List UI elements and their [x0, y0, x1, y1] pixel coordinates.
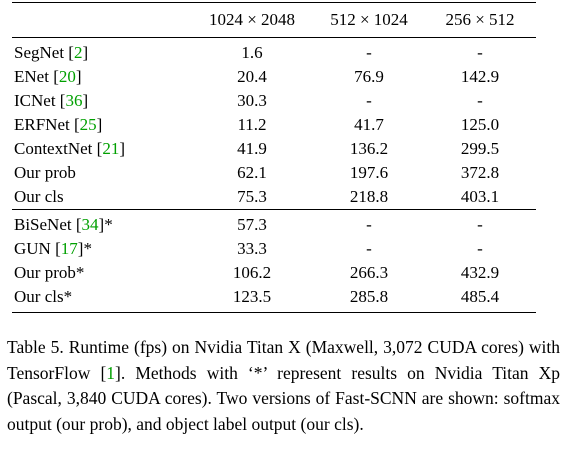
- fps-value-cell: -: [477, 239, 483, 258]
- fps-value-cell: 41.7: [354, 115, 384, 134]
- fps-value-cell: -: [477, 215, 483, 234]
- column-header: 1024 × 2048: [190, 2, 314, 38]
- method-cell: Our prob*: [12, 261, 190, 285]
- runtime-table: 1024 × 2048 512 × 1024 256 × 512 SegNet …: [12, 2, 536, 313]
- caption-text: . Methods with ‘*’ represent results on …: [7, 362, 560, 434]
- table-caption: Table 5. Runtime (fps) on Nvidia Titan X…: [7, 337, 560, 434]
- fps-value-cell: 106.2: [232, 263, 272, 282]
- fps-value-cell: 136.2: [349, 139, 389, 158]
- citation-link[interactable]: 1: [106, 362, 116, 383]
- fps-value-cell: 76.9: [354, 67, 384, 86]
- table-row: Our prob* 106.2 266.3 432.9: [12, 261, 536, 285]
- citation-link[interactable]: 21: [102, 139, 120, 158]
- method-cell: GUN [17]*: [14, 239, 92, 258]
- method-name: GUN: [14, 239, 51, 258]
- caption-text: Table 5. Runtime (fps) on Nvidia Titan X…: [7, 337, 560, 383]
- table-row: Our cls* 123.5 285.8 485.4: [12, 285, 536, 313]
- fps-value-cell: 266.3: [349, 263, 389, 282]
- method-name: ICNet: [14, 91, 56, 110]
- method-cell: SegNet [2]: [14, 43, 89, 62]
- fps-value-cell: 432.9: [460, 263, 500, 282]
- fps-value-cell: 1.6: [241, 43, 263, 62]
- method-cell: Our cls: [12, 185, 190, 210]
- table-row: GUN [17]* 33.3 - -: [12, 237, 536, 261]
- fps-value-cell: 41.9: [237, 139, 267, 158]
- method-name: Our cls*: [14, 287, 73, 306]
- method-name: Our prob*: [14, 263, 85, 282]
- citation-link[interactable]: 20: [58, 67, 76, 86]
- runtime-table-container: 1024 × 2048 512 × 1024 256 × 512 SegNet …: [12, 2, 536, 313]
- fps-value-cell: -: [477, 91, 483, 110]
- method-name: Our cls: [14, 187, 64, 206]
- method-name: SegNet: [14, 43, 65, 62]
- fps-value-cell: -: [366, 43, 372, 62]
- fps-value-cell: 142.9: [460, 67, 500, 86]
- table-body: SegNet [2] 1.6 - - ENet [20] 20.4 76.9 142.9 ICN…: [12, 38, 536, 313]
- fps-value-cell: 403.1: [424, 185, 536, 210]
- column-header: 512 × 1024: [314, 2, 424, 38]
- fps-value-cell: 123.5: [190, 285, 314, 313]
- method-suffix: *: [104, 215, 113, 234]
- fps-value-cell: 485.4: [424, 285, 536, 313]
- method-name: Our prob: [14, 163, 76, 182]
- column-header: 256 × 512: [424, 2, 536, 38]
- fps-value-cell: 125.0: [460, 115, 500, 134]
- table-row: ContextNet [21] 41.9 136.2 299.5: [12, 137, 536, 161]
- column-header: [12, 2, 190, 38]
- citation-link[interactable]: 25: [79, 115, 97, 134]
- citation-link[interactable]: 36: [65, 91, 83, 110]
- fps-value-cell: 218.8: [314, 185, 424, 210]
- fps-value-cell: 30.3: [237, 91, 267, 110]
- method-name: ENet: [14, 67, 49, 86]
- fps-value-cell: 57.3: [237, 215, 267, 234]
- fps-value-cell: -: [366, 91, 372, 110]
- method-cell: BiSeNet [34]*: [14, 215, 113, 234]
- fps-value-cell: -: [366, 239, 372, 258]
- method-cell: ERFNet [25]: [14, 115, 103, 134]
- fps-value-cell: 372.8: [460, 163, 500, 182]
- table-header-row: 1024 × 2048 512 × 1024 256 × 512: [12, 2, 536, 38]
- table-row: BiSeNet [34]* 57.3 - -: [12, 210, 536, 238]
- method-name: ContextNet: [14, 139, 93, 158]
- fps-value-cell: -: [366, 215, 372, 234]
- table-row: ERFNet [25] 11.2 41.7 125.0: [12, 113, 536, 137]
- method-cell: Our prob: [12, 161, 190, 185]
- method-name: ERFNet: [14, 115, 70, 134]
- citation-link[interactable]: 2: [73, 43, 83, 62]
- method-name: BiSeNet: [14, 215, 72, 234]
- fps-value-cell: 197.6: [349, 163, 389, 182]
- citation-link[interactable]: 17: [60, 239, 78, 258]
- fps-value-cell: -: [477, 43, 483, 62]
- table-row: SegNet [2] 1.6 - -: [12, 38, 536, 66]
- method-cell: ICNet [36]: [14, 91, 89, 110]
- fps-value-cell: 20.4: [237, 67, 267, 86]
- citation-link[interactable]: 34: [81, 215, 99, 234]
- method-cell: Our cls*: [12, 285, 190, 313]
- method-cell: ENet [20]: [14, 67, 82, 86]
- table-row: Our cls 75.3 218.8 403.1: [12, 185, 536, 210]
- table-row: ENet [20] 20.4 76.9 142.9: [12, 65, 536, 89]
- method-suffix: *: [83, 239, 92, 258]
- fps-value-cell: 11.2: [237, 115, 267, 134]
- table-row: Our prob 62.1 197.6 372.8: [12, 161, 536, 185]
- table-row: ICNet [36] 30.3 - -: [12, 89, 536, 113]
- fps-value-cell: 285.8: [314, 285, 424, 313]
- method-cell: ContextNet [21]: [14, 139, 125, 158]
- fps-value-cell: 75.3: [190, 185, 314, 210]
- fps-value-cell: 299.5: [460, 139, 500, 158]
- fps-value-cell: 33.3: [237, 239, 267, 258]
- fps-value-cell: 62.1: [237, 163, 267, 182]
